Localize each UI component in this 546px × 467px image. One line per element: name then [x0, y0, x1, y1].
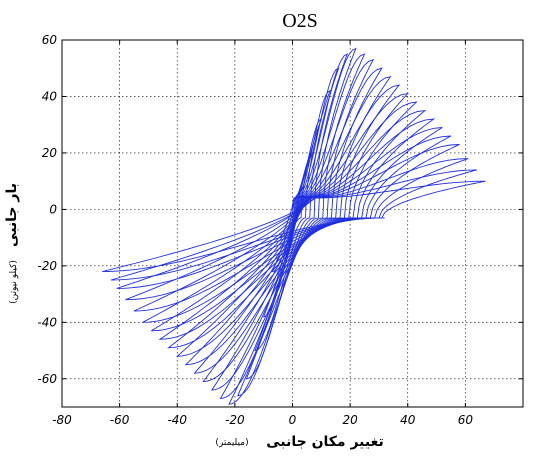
- y-tick-label: -60: [37, 372, 57, 386]
- hysteresis-loop-16: [151, 118, 436, 332]
- hysteresis-loop-21: [110, 169, 478, 281]
- x-tick-label: 20: [342, 413, 358, 427]
- hysteresis-loop-14: [167, 101, 418, 349]
- y-axis-label: بار جانبی: [4, 183, 20, 247]
- y-axis-ticks: -60 -40 -20 0 20 40 60: [37, 33, 523, 386]
- x-axis-label: تغییر مکان جانبی: [266, 434, 384, 450]
- x-tick-label: -60: [110, 413, 130, 427]
- x-tick-label: -80: [52, 413, 72, 427]
- hysteresis-loop-22: [102, 180, 486, 272]
- hysteresis-loop-15: [158, 109, 427, 340]
- chart-title: O2S: [282, 10, 318, 32]
- hysteresis-loop-17: [142, 127, 443, 323]
- x-tick-label: 40: [400, 413, 416, 427]
- hysteresis-loop-12: [184, 84, 401, 366]
- x-axis-ticks: -80 -60 -40 -20 0 20 40 60: [52, 40, 473, 427]
- y-tick-label: 40: [42, 89, 58, 103]
- x-axis-unit: (میلیمتر): [215, 438, 248, 448]
- y-tick-label: -20: [37, 259, 57, 273]
- y-tick-label: -40: [37, 315, 57, 329]
- hysteresis-loop-13: [176, 92, 410, 357]
- y-axis-unit: (کیلو نیوتن): [9, 260, 19, 304]
- x-tick-label: -20: [225, 413, 245, 427]
- series-layer: [102, 47, 486, 405]
- grid-lines: [62, 40, 523, 407]
- hysteresis-loop-18: [133, 135, 452, 312]
- x-tick-label: 0: [289, 413, 297, 427]
- y-tick-label: 20: [42, 146, 58, 160]
- hysteresis-loop-19: [125, 144, 460, 301]
- y-tick-label: 60: [42, 33, 58, 47]
- x-tick-label: 60: [458, 413, 474, 427]
- x-tick-label: -40: [167, 413, 187, 427]
- y-tick-label: 0: [49, 202, 57, 216]
